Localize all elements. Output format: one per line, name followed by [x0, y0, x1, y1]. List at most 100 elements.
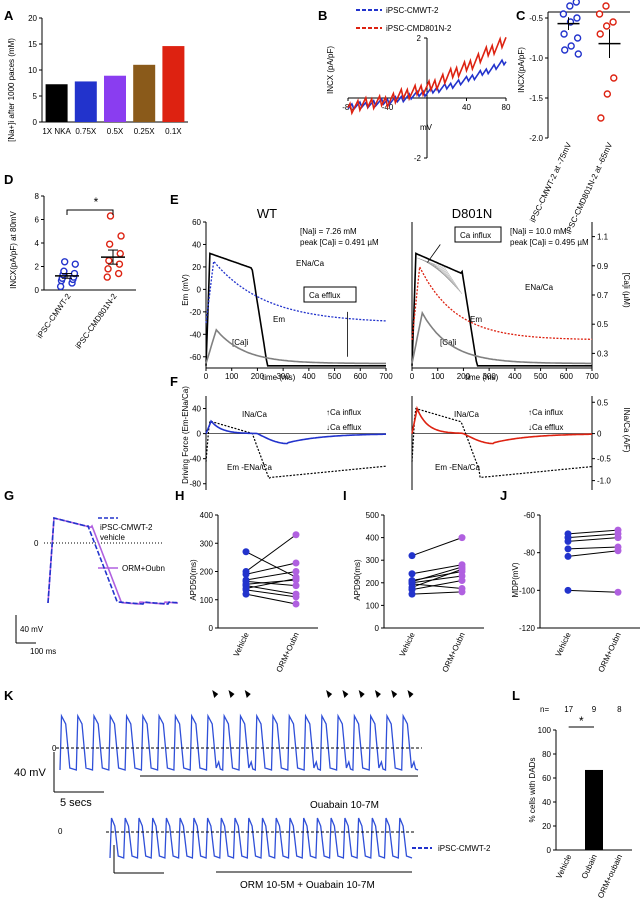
- a-bar: [45, 84, 68, 122]
- h-orm-point: [292, 575, 300, 583]
- f-mut-y2tick-label: -1.0: [597, 477, 611, 486]
- c-point: [574, 50, 582, 58]
- b-xtick-label: 80: [502, 103, 511, 112]
- f-mut-influx: ↑Ca influx: [528, 408, 563, 417]
- j-xtick-label: Vehicle: [554, 631, 573, 659]
- j-xtick-label: ORM+Oubn: [597, 631, 623, 674]
- e-xlabel-wt: time (ms): [262, 373, 296, 382]
- panel-h-apd50: APD50(ms) 0 100 200 300 400 Vehicle ORM+Oubn: [189, 511, 318, 674]
- a-xtick-label: 0.25X: [134, 127, 156, 136]
- f-ylabel2: INa/Ca (A/F): [622, 408, 631, 453]
- g-scale-v: 40 mV: [20, 625, 44, 634]
- f-wt-emena: Em -ENa/Ca: [227, 463, 272, 472]
- j-vehicle-point: [564, 537, 572, 545]
- e-wt-ytick-label: 20: [192, 263, 201, 272]
- a-ytick-label: 10: [28, 66, 37, 75]
- f-mut-driving-force: [411, 407, 593, 479]
- d-point: [105, 256, 113, 265]
- a-ytick-label: 20: [28, 14, 37, 23]
- panel-d-significance: *: [94, 195, 99, 209]
- j-pair-line: [567, 546, 619, 550]
- i-orm-point: [458, 588, 466, 596]
- panel-b-iv-curve: iPSC-CMWT-2 iPSC-CMD801N-2 INCX (pA/pF) …: [326, 6, 511, 163]
- c-ytick-label: -0.5: [529, 14, 543, 23]
- i-vehicle-point: [408, 552, 416, 560]
- k-dad-arrow: [244, 690, 251, 698]
- panel-label-h: H: [175, 488, 184, 503]
- e-wt-cai: [Ca]i: [232, 338, 249, 347]
- j-pair-line: [567, 529, 619, 535]
- e-ylabel2: [Ca]i (µM): [622, 272, 631, 308]
- panel-label-i: I: [343, 488, 347, 503]
- i-ytick-label: 200: [366, 579, 380, 588]
- e-wt-na: [Na]i = 7.26 mM: [300, 227, 357, 236]
- c-point: [609, 18, 617, 26]
- e-mut-influx-hatch: [439, 265, 458, 290]
- e-mut-xtick-label: 0: [410, 372, 415, 381]
- panel-g-action-potentials: iPSC-CMWT-2 vehicle ORM+Oubn 0 40 mV 100…: [15, 516, 179, 656]
- a-ytick-label: 0: [33, 118, 38, 127]
- e-mut-influx-hatch: [441, 265, 461, 292]
- panel-a-bar-chart: [Na+]i after 1000 paces (mM) 0 5 10 15 20 1X …: [7, 14, 188, 142]
- f-wt-influx: ↑Ca influx: [326, 408, 361, 417]
- e-mut-influx-hatch: [435, 263, 454, 286]
- c-ytick-label: -1.0: [529, 54, 543, 63]
- k-trace-orm: [109, 817, 413, 859]
- c-point: [560, 30, 568, 38]
- k-dad-arrow: [374, 690, 381, 698]
- i-ytick-label: 100: [366, 601, 380, 610]
- e-ca-influx-box: [454, 226, 502, 243]
- a-bar: [133, 64, 156, 122]
- c-point: [572, 0, 580, 6]
- a-bar: [74, 81, 97, 122]
- f-wt-ytick-label: -40: [189, 455, 201, 464]
- d-point: [114, 269, 123, 278]
- i-pair-line: [411, 591, 463, 595]
- e-wt-ytick-label: 0: [197, 285, 202, 294]
- d-xtick-label: iPSC-CMD801N-2: [74, 292, 119, 351]
- i-vehicle-point: [408, 590, 416, 598]
- h-pair-line: [245, 571, 297, 581]
- e-wt-xtick-label: 100: [225, 372, 239, 381]
- e-ca-influx: Ca influx: [460, 231, 491, 240]
- c-point: [602, 22, 611, 30]
- l-ytick-label: 40: [542, 798, 551, 807]
- e-mut-xtick-label: 700: [585, 372, 599, 381]
- b-series-mutant: [347, 36, 507, 116]
- e-mut-influx-hatch: [433, 263, 452, 283]
- d-point: [71, 260, 79, 268]
- c-point: [561, 46, 569, 54]
- h-pair-line: [245, 562, 297, 575]
- e-wt-xtick-label: 0: [204, 372, 209, 381]
- e-wt-ena: ENa/Ca: [296, 259, 325, 268]
- l-ytick-label: 100: [538, 726, 552, 735]
- e-mut-influx-hatch: [443, 266, 463, 295]
- e-mut-ca: peak [Ca]i = 0.495 µM: [510, 238, 589, 247]
- k-dad-arrow: [326, 690, 333, 698]
- l-xtick-label: ORM+oubain: [596, 853, 624, 900]
- e-mut-y2tick-label: 0.7: [597, 291, 609, 300]
- e-wt-ytick-label: 40: [192, 240, 201, 249]
- a-xtick-label: 0.1X: [165, 127, 182, 136]
- panel-k-traces: 0 0 40 mV 5 secs Ouabain 10-7M ORM 10-5M…: [14, 690, 491, 891]
- panel-l-dad-bar: % cells with DADs n= 0 20 40 60 80 100 17 Vehic…: [528, 705, 632, 900]
- e-wt-ytick-label: 60: [192, 218, 201, 227]
- i-pair-line: [411, 566, 463, 583]
- e-mut-na: [Na]i = 10.0 mM: [510, 227, 567, 236]
- panel-label-f: F: [170, 374, 178, 389]
- h-orm-point: [292, 559, 300, 567]
- legend-mut-label: iPSC-CMD801N-2: [386, 24, 452, 33]
- h-vehicle-point: [242, 590, 250, 598]
- i-ytick-label: 0: [375, 624, 380, 633]
- h-pair-line: [245, 589, 297, 598]
- a-ytick-label: 15: [28, 40, 37, 49]
- e-ca-efflux: Ca efflux: [309, 291, 340, 300]
- b-xtick-label: 40: [462, 103, 471, 112]
- panel-c-scatter: INCX(pA/pF) -0.5 -1.0 -1.5 -2.0iPSC-CMWT-2 …: [517, 0, 630, 236]
- c-point: [603, 90, 612, 98]
- a-xtick-label: 0.5X: [107, 127, 124, 136]
- e-mut-xtick-label: 600: [560, 372, 574, 381]
- d-ytick-label: 4: [35, 239, 40, 248]
- k-scale-t: 5 secs: [60, 797, 92, 809]
- h-xtick-label: ORM+Oubn: [275, 631, 301, 674]
